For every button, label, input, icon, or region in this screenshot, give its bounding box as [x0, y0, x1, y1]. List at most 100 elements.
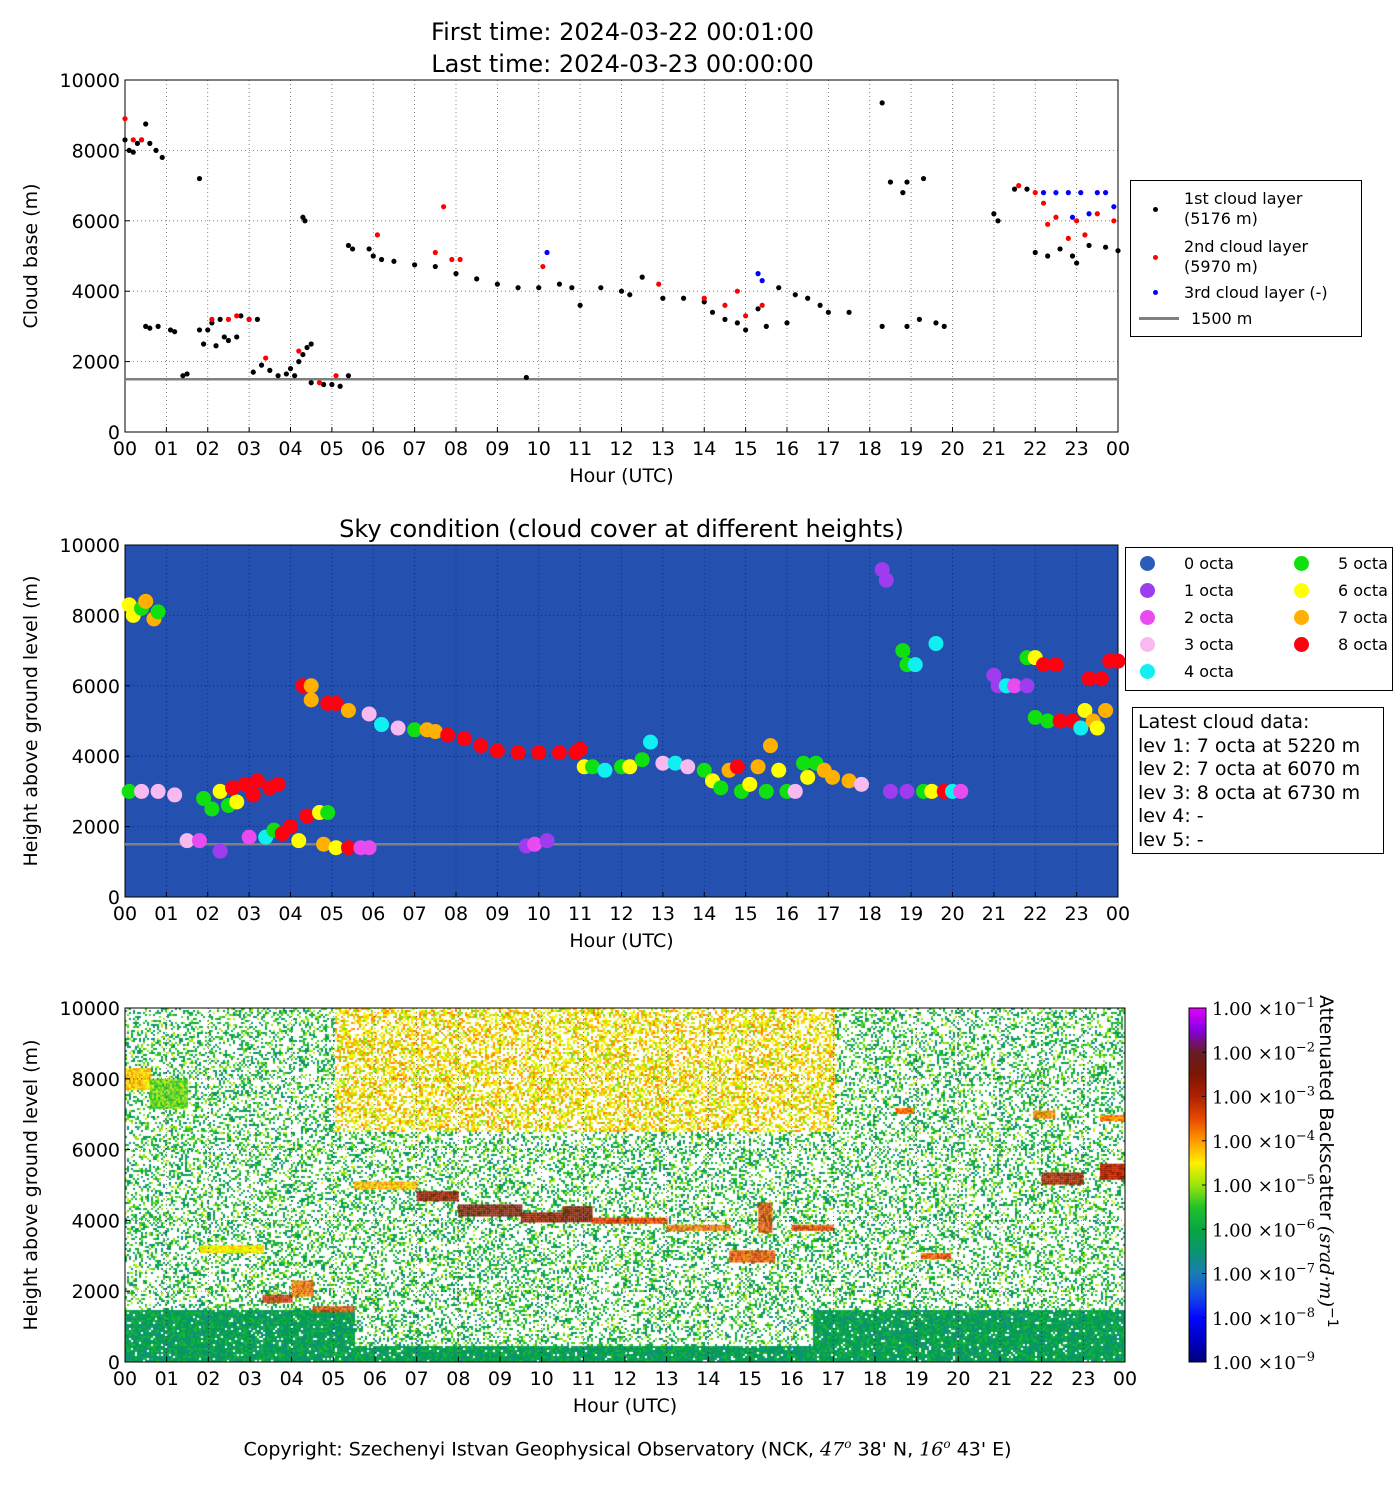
octa-point [758, 783, 774, 799]
cloud-base-point [302, 218, 308, 224]
last-time: Last time: 2024-03-23 00:00:00 [431, 50, 814, 78]
x-tick-label: 15 [734, 438, 758, 460]
octa-point [241, 829, 257, 845]
cloud-base-point [457, 256, 463, 263]
cloud-base-point [316, 380, 323, 386]
cloud-base-point [900, 190, 906, 196]
x-tick-label: 12 [609, 438, 633, 460]
cloud-base-point [991, 211, 997, 217]
octa-point [121, 783, 137, 799]
y-tick-label: 10000 [60, 70, 120, 92]
octa-point [212, 783, 228, 799]
cloud-base-point [536, 285, 542, 291]
cloud-base-point [1016, 183, 1022, 189]
cloud-base-point [701, 295, 707, 301]
legend-label: 1500 m [1191, 309, 1253, 328]
cloud-base-point [308, 341, 314, 347]
octa-point [1073, 720, 1089, 736]
cloud-base-point [345, 373, 352, 379]
y-tick-label: 2000 [72, 352, 120, 374]
cloud-base-point [155, 323, 161, 329]
octa-point [204, 801, 220, 817]
latest-lev1: lev 1: 7 octa at 5220 m [1138, 734, 1361, 757]
octa-point [283, 819, 298, 835]
cloud-base-point [209, 316, 215, 322]
octa-point [316, 836, 332, 852]
octa-point [928, 636, 944, 652]
octa-point [328, 695, 344, 711]
octa-point [713, 780, 729, 796]
cloud-base-point [143, 121, 149, 127]
cloud-base-point [792, 292, 798, 298]
cloud-base-point [879, 100, 885, 106]
y-axis-label: Cloud base (m) [20, 184, 42, 329]
octa-point [179, 833, 195, 849]
cloud-base-point [345, 242, 352, 249]
legend-label: 3rd cloud layer (-) [1184, 283, 1328, 302]
octa-legend-item: 5 octa [1294, 554, 1388, 573]
cloud-base-point [598, 285, 604, 291]
cloud-base-point [275, 373, 281, 379]
octa-legend-item: 7 octa [1294, 608, 1388, 627]
octa-legend-item: 1 octa [1140, 581, 1234, 600]
cloud-base-point [225, 337, 232, 344]
cloud-base-point [1111, 204, 1117, 210]
x-tick-label: 00 [1106, 438, 1130, 460]
y-tick-label: 4000 [72, 281, 120, 303]
cloud-base-point [337, 383, 343, 389]
legend-value: (5970 m) [1184, 257, 1258, 276]
cloud-base-point [143, 323, 149, 329]
cloud-base-point [138, 137, 145, 143]
octa-dot-icon [1140, 664, 1155, 679]
cloud-base-point [763, 323, 769, 329]
cloud-base-point [184, 371, 190, 377]
cloud-base-point [308, 380, 314, 386]
cloud-base-point [449, 256, 455, 263]
octa-point [237, 776, 253, 792]
octa-label: 7 octa [1338, 608, 1388, 627]
cloud-base-point [246, 316, 252, 322]
blue-dot-icon [1153, 290, 1158, 295]
octa-point [473, 738, 489, 754]
x-tick-label: 05 [320, 438, 344, 460]
cloud-base-point [283, 371, 289, 377]
x-tick-label: 02 [196, 903, 220, 925]
cloud-base-point [933, 320, 939, 326]
cloud-base-point [817, 302, 823, 308]
cloud-base-point [474, 276, 480, 282]
x-tick-label: 21 [982, 903, 1006, 925]
octa-legend: 0 octa 1 octa 2 octa 3 octa 4 octa 5 octa 6 oc… [1125, 547, 1393, 691]
cloud-base-point [370, 253, 376, 259]
x-tick-label: 00 [113, 438, 137, 460]
cloud-base-point [391, 258, 397, 264]
octa-point [771, 762, 787, 778]
cloud-base-point [1053, 214, 1059, 220]
cloud-base-point [523, 374, 529, 381]
octa-point [895, 643, 911, 659]
longitude-deg: 16 [919, 1438, 944, 1461]
octa-dot-icon [1294, 610, 1309, 625]
cloud-base-point [627, 292, 633, 298]
octa-point [853, 776, 869, 792]
octa-point [1019, 678, 1035, 694]
cloud-base-point [130, 137, 136, 143]
cloud-base-point [879, 323, 885, 329]
cloud-base-point [159, 154, 165, 161]
x-tick-label: 18 [858, 438, 882, 460]
cloud-base-point [122, 137, 128, 143]
cloud-base-point [196, 327, 203, 333]
x-tick-label: 16 [775, 903, 799, 925]
latest-lev3: lev 3: 8 octa at 6730 m [1138, 781, 1361, 804]
x-tick-label: 13 [651, 438, 675, 460]
octa-point [634, 752, 650, 768]
x-tick-label: 00 [113, 903, 137, 925]
cloud-base-point [1074, 260, 1080, 266]
copyright-text: Copyright: Szechenyi Istvan Geophysical … [243, 1438, 821, 1461]
cloud-base-point [734, 320, 740, 326]
cloud-base-point [776, 285, 782, 291]
octa-point [882, 783, 898, 799]
x-tick-label: 20 [940, 438, 964, 460]
cloud-base-point [432, 249, 438, 256]
octa-point [245, 787, 261, 803]
